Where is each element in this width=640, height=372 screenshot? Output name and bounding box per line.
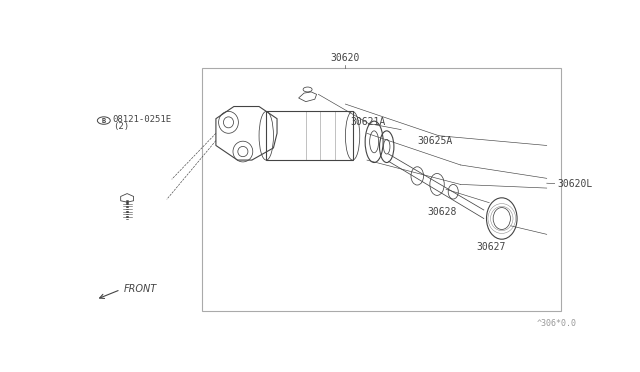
- Bar: [202, 68, 561, 311]
- Text: (2): (2): [113, 122, 129, 131]
- Text: FRONT: FRONT: [124, 284, 157, 294]
- Text: 30620L: 30620L: [557, 179, 593, 189]
- Text: 30620: 30620: [331, 52, 360, 62]
- Text: ^306*0.0: ^306*0.0: [536, 320, 576, 328]
- Text: 30628: 30628: [428, 207, 456, 217]
- Text: B: B: [102, 118, 106, 124]
- Text: 08121-0251E: 08121-0251E: [113, 115, 172, 125]
- Text: 30621A: 30621A: [350, 117, 385, 127]
- Text: 30625A: 30625A: [417, 136, 452, 145]
- Text: 30627: 30627: [477, 241, 506, 251]
